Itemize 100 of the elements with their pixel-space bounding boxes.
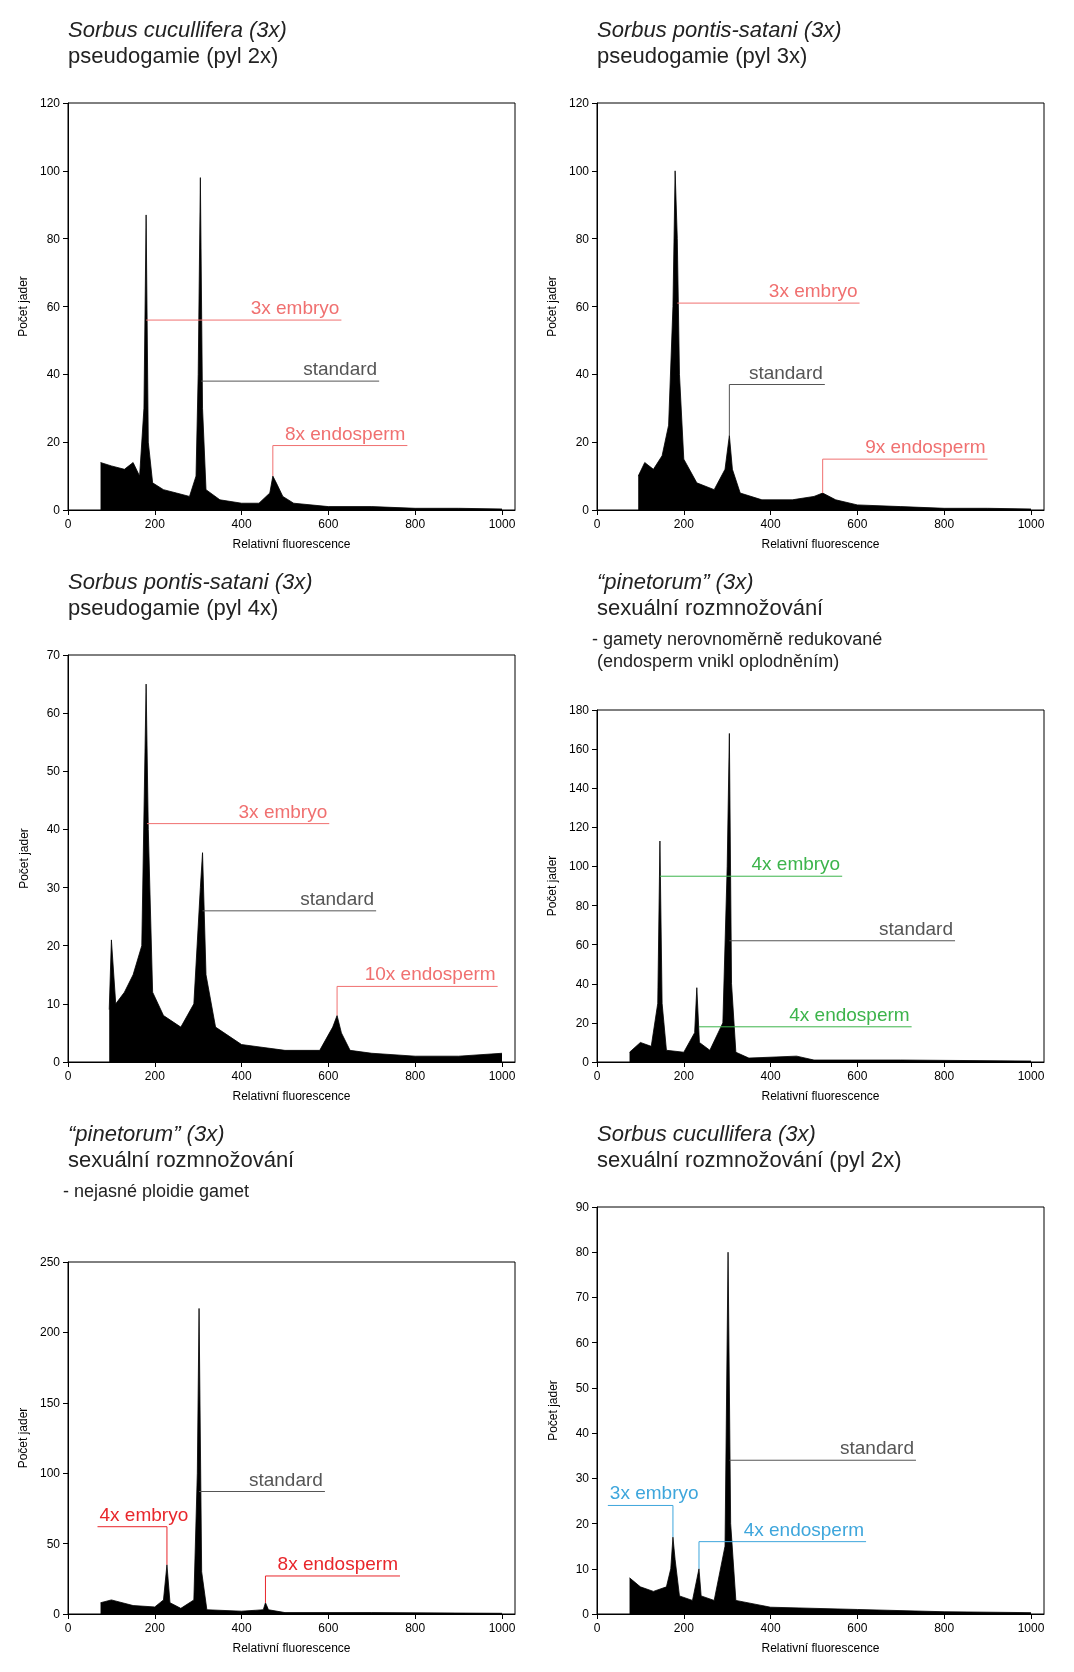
annotation: standard [303,358,378,380]
x-tick-label: 0 [593,517,601,531]
callout: 4x endosperm [698,1518,867,1570]
y-tick-label: 0 [582,1055,590,1069]
x-tick-label: 200 [144,517,166,531]
y-tick-label: 0 [582,503,590,517]
annotation: 4x embryo [99,1503,189,1525]
chart-title: Sorbus pontis-satani (3x) [68,568,313,594]
y-axis-title: Počet jader [545,276,560,337]
annotation: 9x endosperm [865,436,986,458]
annotation: 8x endosperm [284,422,406,444]
y-tick-label: 140 [568,781,590,796]
y-tick-label: 70 [46,648,61,662]
y-tick-label: 80 [575,231,590,246]
y-tick-label: 180 [568,703,590,717]
x-tick-label: 800 [405,1621,426,1635]
y-tick-label: 20 [575,1015,590,1030]
x-axis-title: Relativní fluorescence [761,1089,880,1103]
callout: standard [198,1468,326,1492]
chart-subtitle: pseudogamie (pyl 2x) [68,42,279,68]
y-tick-label: 80 [46,231,61,246]
chart-title: Sorbus cucullifera (3x) [597,1120,816,1146]
x-tick-label: 800 [934,1069,955,1083]
x-tick-label: 400 [760,517,781,531]
annotation: 3x embryo [609,1482,699,1504]
annotation: standard [879,917,954,939]
y-tick-label: 40 [575,367,590,382]
annotation: 8x endosperm [277,1552,398,1574]
x-axis-title: Relativní fluorescence [232,1089,351,1103]
chart-subtitle: sexuální rozmnožování (pyl 2x) [597,1146,902,1172]
y-tick-label: 30 [575,1471,590,1486]
y-tick-label: 70 [575,1290,590,1305]
y-tick-label: 60 [46,299,61,314]
x-tick-label: 400 [231,1069,252,1083]
callout: 3x embryo [145,297,342,321]
annotation: 4x endosperm [789,1003,910,1025]
x-tick-label: 200 [673,517,695,531]
x-tick-label: 600 [847,1069,868,1083]
y-axis-title: Počet jader [16,1407,31,1469]
callout: 10x endosperm [336,963,499,1016]
y-tick-label: 0 [53,503,61,517]
y-tick-label: 60 [46,706,61,721]
x-tick-label: 0 [64,1069,72,1083]
callout: 4x endosperm [698,1003,913,1028]
x-axis-title: Relativní fluorescence [761,537,880,551]
x-tick-label: 1000 [488,1069,516,1083]
chart-subtitle: pseudogamie (pyl 4x) [68,594,279,620]
annotation: 3x embryo [768,280,858,302]
callout: 3x embryo [146,800,330,825]
x-tick-label: 1000 [1017,1069,1045,1083]
x-tick-label: 0 [64,1621,72,1635]
callout: 4x embryo [97,1503,189,1566]
annotation: standard [840,1437,914,1459]
y-tick-label: 150 [39,1395,61,1410]
y-tick-label: 200 [39,1325,61,1340]
y-tick-label: 20 [46,938,61,953]
y-tick-label: 60 [575,937,590,952]
y-tick-label: 10 [46,996,61,1011]
y-tick-label: 100 [568,859,590,874]
y-tick-label: 40 [575,1426,590,1441]
callout: standard [728,917,956,942]
x-axis-title: Relativní fluorescence [232,1641,351,1655]
y-tick-label: 0 [53,1607,61,1621]
callout: 3x embryo [607,1482,699,1538]
y-tick-label: 0 [582,1607,590,1621]
callout: standard [200,358,380,382]
y-tick-label: 100 [568,163,590,178]
x-tick-label: 400 [231,1621,252,1635]
x-tick-label: 1000 [1017,517,1045,531]
x-axis-title: Relativní fluorescence [761,1641,880,1655]
annotation: standard [300,887,375,909]
y-tick-label: 120 [39,96,61,110]
annotation: 3x embryo [238,800,328,822]
x-tick-label: 800 [405,517,426,531]
chart-title: Sorbus pontis-satani (3x) [597,16,842,42]
y-tick-label: 0 [53,1055,61,1069]
x-tick-label: 600 [847,517,868,531]
callout: 8x endosperm [272,422,408,477]
x-tick-label: 600 [318,517,339,531]
y-axis-title: Počet jader [17,828,31,889]
chart-subtitle: pseudogamie (pyl 3x) [597,42,808,68]
y-axis-title: Počet jader [546,1380,560,1441]
chart-title: “pinetorum” (3x) [597,568,754,594]
y-tick-label: 40 [46,822,61,837]
y-tick-label: 100 [39,163,61,178]
callout: standard [202,887,377,912]
y-tick-label: 120 [568,96,590,110]
x-axis-title: Relativní fluorescence [232,537,351,551]
annotation: 10x endosperm [364,963,496,985]
text: - nejasné ploidie gamet [63,1181,250,1201]
x-tick-label: 400 [231,517,252,531]
x-tick-label: 800 [405,1069,426,1083]
y-tick-label: 50 [46,764,61,779]
annotation: 3x embryo [250,297,340,319]
chart-title: “pinetorum” (3x) [68,1120,225,1146]
y-tick-label: 20 [575,1516,590,1531]
chart-subtitle: sexuální rozmnožování [597,594,824,620]
x-tick-label: 800 [934,1621,955,1635]
y-tick-label: 20 [46,435,61,450]
x-tick-label: 200 [144,1621,166,1635]
